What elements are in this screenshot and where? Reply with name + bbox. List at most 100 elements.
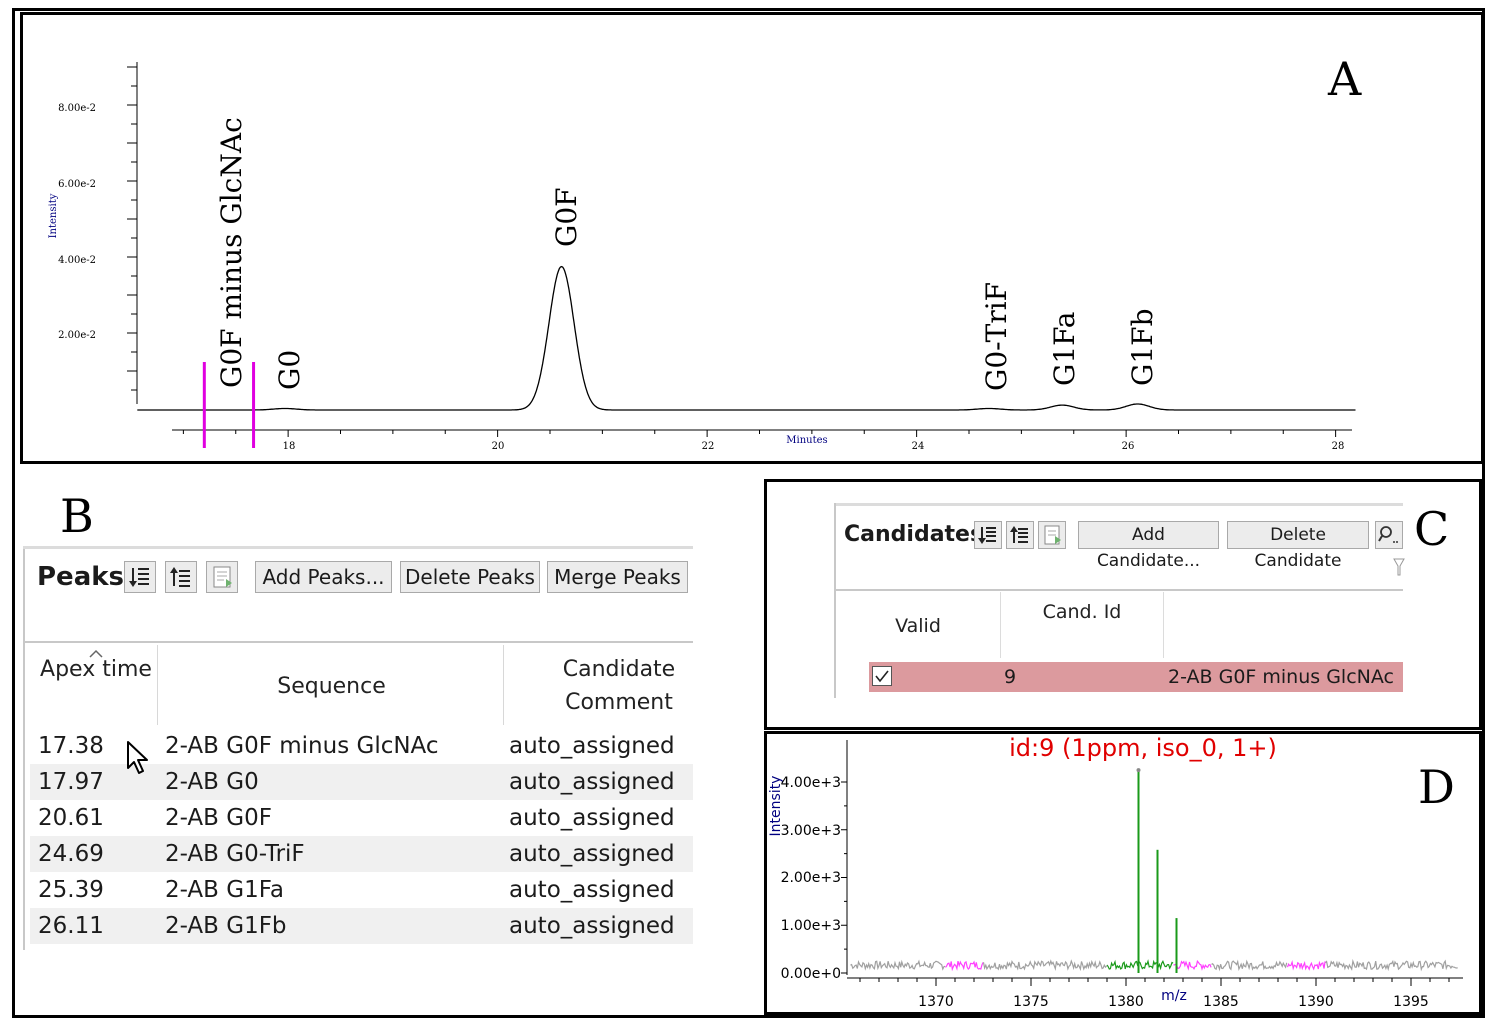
- peaks-title: Peaks: [37, 562, 125, 592]
- column-header-apex-time[interactable]: Apex time: [40, 657, 152, 682]
- table-cell-sequence[interactable]: 2-AB G0F minus GlcNAc: [165, 733, 439, 759]
- table-cell-apex[interactable]: 24.69: [38, 841, 104, 867]
- delete-candidate-button[interactable]: Delete Candidate: [1227, 521, 1369, 571]
- x-tick-label: 1395: [1393, 994, 1429, 1010]
- y-tick-label: 6.00e-2: [58, 179, 96, 190]
- peaks-panel: [23, 546, 695, 950]
- spectrum-noise-segment: [1286, 959, 1326, 971]
- y-tick-label: 3.00e+3: [781, 823, 841, 839]
- x-tick-label: 24: [912, 441, 925, 452]
- spectrum-noise-segment: [945, 960, 984, 972]
- candidate-name[interactable]: 2-AB G0F minus GlcNAc: [1168, 666, 1394, 688]
- table-row-stripe: [30, 908, 693, 944]
- peak-label-g0-trif: G0-TriF: [980, 282, 1013, 391]
- table-row-stripe: [30, 836, 693, 872]
- table-cell-sequence[interactable]: 2-AB G0-TriF: [165, 841, 305, 867]
- chromatogram-x-axis-label: Minutes: [786, 435, 827, 446]
- x-tick-label: 1385: [1203, 994, 1239, 1010]
- table-cell-sequence[interactable]: 2-AB G1Fa: [165, 877, 284, 903]
- spectrum-noise-segment: [1211, 959, 1288, 972]
- column-header-valid[interactable]: Valid: [895, 615, 941, 637]
- table-cell-comment[interactable]: auto_assigned: [509, 733, 675, 759]
- column-divider: [503, 645, 504, 725]
- sort-descending-icon[interactable]: [974, 521, 1002, 549]
- y-tick-label: 8.00e-2: [58, 103, 96, 114]
- column-divider: [1000, 592, 1001, 658]
- panel-letter-c: C: [1414, 502, 1450, 556]
- table-cell-sequence[interactable]: 2-AB G1Fb: [165, 913, 287, 939]
- spectrum-noise-segment: [1173, 959, 1212, 971]
- column-divider: [157, 645, 158, 725]
- peak-label-g0f: G0F: [550, 187, 583, 247]
- spectrum-apex-marker: [1136, 768, 1141, 773]
- table-cell-apex[interactable]: 20.61: [38, 805, 104, 831]
- spectrum-noise-segment: [982, 959, 1108, 972]
- column-header-cand-id[interactable]: Cand. Id: [1042, 601, 1122, 623]
- candidates-header-top-line: [836, 589, 1403, 591]
- chromatogram-chart: Intensity Minutes 8.00e-2 6.00e-2 4.00e-…: [48, 62, 1356, 452]
- column-header-candidate-comment[interactable]: Candidate Comment: [562, 657, 676, 715]
- table-cell-comment[interactable]: auto_assigned: [509, 913, 675, 939]
- export-icon[interactable]: [1038, 521, 1066, 549]
- chromatogram-axes: [127, 62, 1352, 437]
- sort-caret-icon: [88, 644, 104, 663]
- column-header-sequence[interactable]: Sequence: [277, 674, 386, 699]
- y-tick-label: 0.00e+0: [781, 966, 841, 982]
- x-tick-label: 22: [702, 441, 715, 452]
- table-cell-comment[interactable]: auto_assigned: [509, 841, 675, 867]
- table-cell-apex[interactable]: 26.11: [38, 913, 104, 939]
- sort-ascending-icon[interactable]: [1006, 521, 1034, 549]
- spectrum-y-axis-label: Intensity: [768, 776, 784, 837]
- peak-label-g1fb: G1Fb: [1126, 308, 1159, 386]
- spectrum-noise-segment: [1325, 958, 1458, 972]
- chromatogram-trace: [137, 265, 1356, 411]
- spectrum-marks: [850, 768, 1458, 973]
- spectrum-title: id:9 (1ppm, iso_0, 1+): [1009, 734, 1277, 762]
- chromatogram-y-axis-label: Intensity: [48, 193, 59, 238]
- panel-d-frame: [764, 731, 1482, 1015]
- table-cell-comment[interactable]: auto_assigned: [509, 805, 675, 831]
- y-tick-label: 2.00e-2: [58, 330, 96, 341]
- peak-label-g0: G0: [273, 350, 306, 390]
- spectrum-x-axis-label: m/z: [1161, 988, 1187, 1004]
- x-tick-label: 1375: [1013, 994, 1049, 1010]
- table-cell-sequence[interactable]: 2-AB G0: [165, 769, 259, 795]
- table-cell-comment[interactable]: auto_assigned: [509, 769, 675, 795]
- add-candidate-button[interactable]: Add Candidate...: [1078, 521, 1219, 571]
- table-cell-sequence[interactable]: 2-AB G0F: [165, 805, 272, 831]
- x-tick-label: 18: [283, 441, 296, 452]
- add-peaks-button[interactable]: Add Peaks...: [255, 561, 392, 593]
- panel-a-frame: [20, 12, 1484, 464]
- candidates-panel-top-border: [834, 503, 1403, 506]
- x-tick-label: 1390: [1298, 994, 1334, 1010]
- export-icon[interactable]: [206, 561, 238, 593]
- peak-label-g0f-minus-glcnac: G0F minus GlcNAc: [215, 117, 248, 388]
- x-tick-label: 1370: [918, 994, 954, 1010]
- peaks-panel-top-border: [23, 546, 693, 549]
- search-icon[interactable]: [1375, 521, 1403, 549]
- delete-peaks-button[interactable]: Delete Peaks: [400, 561, 540, 593]
- spectrum-noise-segment: [1106, 959, 1174, 971]
- x-tick-label: 20: [492, 441, 505, 452]
- table-cell-apex[interactable]: 17.38: [38, 733, 104, 759]
- table-cell-apex[interactable]: 17.97: [38, 769, 104, 795]
- sort-ascending-icon[interactable]: [165, 561, 197, 593]
- merge-peaks-button[interactable]: Merge Peaks: [547, 561, 688, 593]
- panel-letter-d: D: [1418, 760, 1455, 814]
- candidate-id[interactable]: 9: [1004, 666, 1017, 688]
- panel-c-frame: [764, 479, 1482, 730]
- candidate-row[interactable]: [869, 662, 1403, 692]
- y-tick-label: 4.00e-2: [58, 255, 96, 266]
- column-divider: [1163, 592, 1164, 658]
- table-cell-comment[interactable]: auto_assigned: [509, 877, 675, 903]
- table-cell-apex[interactable]: 25.39: [38, 877, 104, 903]
- y-tick-label: 4.00e+3: [781, 775, 841, 791]
- mouse-cursor-icon: [126, 740, 154, 780]
- spectrum-axes: [841, 740, 1463, 986]
- filter-icon[interactable]: [1393, 557, 1405, 581]
- valid-checkbox[interactable]: [872, 666, 892, 686]
- sort-descending-icon[interactable]: [124, 561, 156, 593]
- candidates-panel-left-border: [834, 503, 836, 698]
- chromatogram-marks: [137, 265, 1356, 448]
